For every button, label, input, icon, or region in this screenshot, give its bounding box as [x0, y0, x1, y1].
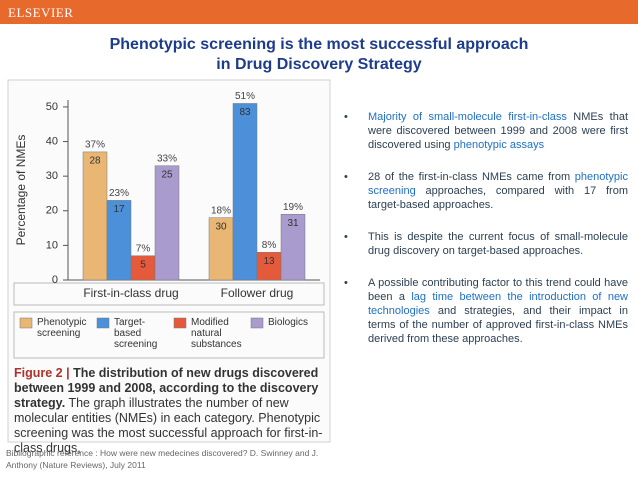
bullet: • A possible contributing factor to this … [340, 276, 628, 346]
value-label: 33% [157, 153, 177, 164]
bullet-text: 28 of the first-in-class NMEs came from [368, 171, 575, 183]
caption-title: The distribution of new drugs discovered… [14, 366, 319, 410]
legend-box [13, 311, 325, 359]
bullet-text: phenotypic screening [368, 171, 628, 197]
y-tick-label: 20 [46, 205, 58, 217]
caption-label: Figure 2 | [14, 366, 70, 380]
x-tick-label: Follower drug [221, 286, 294, 300]
value-label: 18% [211, 205, 231, 216]
bullet-dot: • [344, 231, 348, 243]
count-label: 30 [215, 221, 227, 232]
count-label: 31 [287, 218, 299, 229]
bar [232, 103, 258, 281]
value-label: 37% [85, 140, 105, 151]
value-label: 7% [136, 243, 151, 254]
title-line: in Drug Discovery Strategy [216, 56, 422, 73]
reference: Bibliographic reference : How were new m… [6, 448, 319, 470]
legend-label: Biologics [268, 317, 309, 328]
legend-label: Modified natural substances [191, 317, 242, 350]
legend-swatch [173, 317, 187, 329]
legend-swatch [19, 317, 33, 329]
bullet: • 28 of the first-in-class NMEs came from… [340, 170, 628, 212]
bullet-dot: • [344, 277, 348, 289]
bullet-list: • Majority of small-molecule first-in-cla… [340, 110, 628, 364]
count-label: 13 [263, 256, 275, 267]
brand: ELSEVIER [8, 5, 74, 20]
bullet-text: lag time between the introduction of new… [368, 291, 629, 317]
y-axis-label: Percentage of NMEs [14, 135, 28, 246]
caption-text: The graph illustrates the number of new … [14, 396, 323, 455]
count-label: 5 [140, 259, 146, 270]
bullet-text: and strategies, and their impact in term… [368, 305, 628, 345]
bar [82, 151, 108, 281]
y-tick-label: 40 [46, 135, 58, 147]
value-label: 19% [283, 202, 303, 213]
count-label: 83 [239, 107, 251, 118]
value-label: 51% [235, 91, 255, 102]
bullet-text: Majority of small-molecule first-in-clas… [368, 111, 567, 123]
bar [280, 213, 306, 281]
bar [106, 200, 132, 281]
bullet-dot: • [344, 171, 348, 183]
count-label: 17 [113, 204, 125, 215]
bullet: • This is despite the current focus of sm… [340, 230, 628, 258]
bullet-text: This is despite the current focus of sma… [368, 231, 628, 257]
value-label: 8% [262, 240, 277, 251]
title-line: Phenotypic screening is the most success… [109, 36, 529, 53]
bullet-dot: • [344, 111, 348, 123]
header-bar: ELSEVIER [0, 0, 638, 24]
bullet-text: NMEs that were discovered between 1999 a… [368, 111, 628, 151]
y-tick-label: 10 [46, 239, 58, 251]
caption: Figure 2 | The distribution of new drugs… [14, 366, 326, 456]
legend-swatch [96, 317, 110, 329]
bar [154, 165, 180, 281]
y-tick-label: 50 [46, 101, 58, 113]
legend-swatch [250, 317, 264, 329]
bullet: • Majority of small-molecule first-in-cla… [340, 110, 628, 152]
legend-label: Target-based screening [114, 317, 158, 350]
value-label: 23% [109, 188, 129, 199]
x-tick-label: First-in-class drug [83, 286, 178, 300]
bullet-text: phenotypic assays [453, 139, 545, 151]
y-tick-label: 0 [52, 274, 58, 286]
count-label: 28 [89, 156, 101, 167]
y-tick-label: 30 [46, 170, 58, 182]
bullet-text: A possible contributing factor to this t… [368, 277, 628, 303]
bullet-text: approaches, compared with 17 from target… [368, 185, 628, 211]
count-label: 25 [161, 169, 173, 180]
bar [130, 255, 156, 281]
category-box [13, 282, 325, 306]
legend-label: Phenotypic screening [37, 317, 87, 339]
